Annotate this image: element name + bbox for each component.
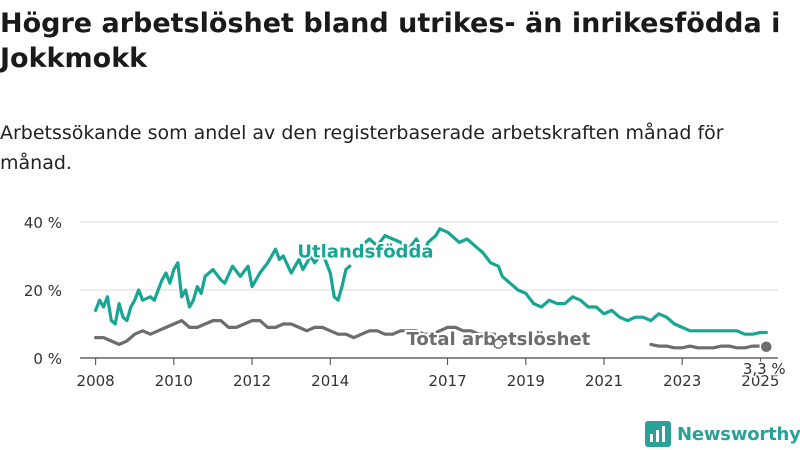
x-tick-label: 2010 [155, 372, 193, 390]
x-tick-label: 2021 [585, 372, 623, 390]
newsworthy-logo-icon [645, 421, 671, 447]
chart-subtitle: Arbetssökande som andel av den registerb… [0, 122, 724, 174]
y-tick-label: 0 % [33, 350, 62, 368]
x-tick-label: 2023 [663, 372, 701, 390]
x-tick-label: 2012 [233, 372, 271, 390]
y-tick-label: 20 % [24, 282, 62, 300]
x-tick-label: 2019 [507, 372, 545, 390]
chart-title: Högre arbetslöshet bland utrikes- än inr… [0, 8, 781, 74]
x-tick-label: 2014 [311, 372, 349, 390]
x-tick-label: 2008 [77, 372, 115, 390]
y-axis-ticks: 0 % 20 % 40 % [24, 214, 62, 368]
y-tick-label: 40 % [24, 214, 62, 232]
x-tick-label: 2025 [741, 372, 779, 390]
x-tick-label: 2017 [428, 372, 466, 390]
series-label-marker [493, 338, 504, 349]
end-value-label: 3,3 % [743, 360, 786, 378]
series-line-utlandsfodda [94, 227, 768, 336]
end-point-marker [759, 340, 774, 354]
brand-logo[interactable]: Newsworthy [645, 420, 800, 448]
brand-name: Newsworthy [677, 423, 800, 445]
x-axis-ticks: 2008 2010 2012 2014 2017 2019 2021 2023 2025 [77, 358, 779, 390]
series-line-total [94, 319, 768, 350]
series-lines [94, 227, 768, 350]
series-label-utlandsfodda: Utlandsfödda [297, 242, 433, 263]
